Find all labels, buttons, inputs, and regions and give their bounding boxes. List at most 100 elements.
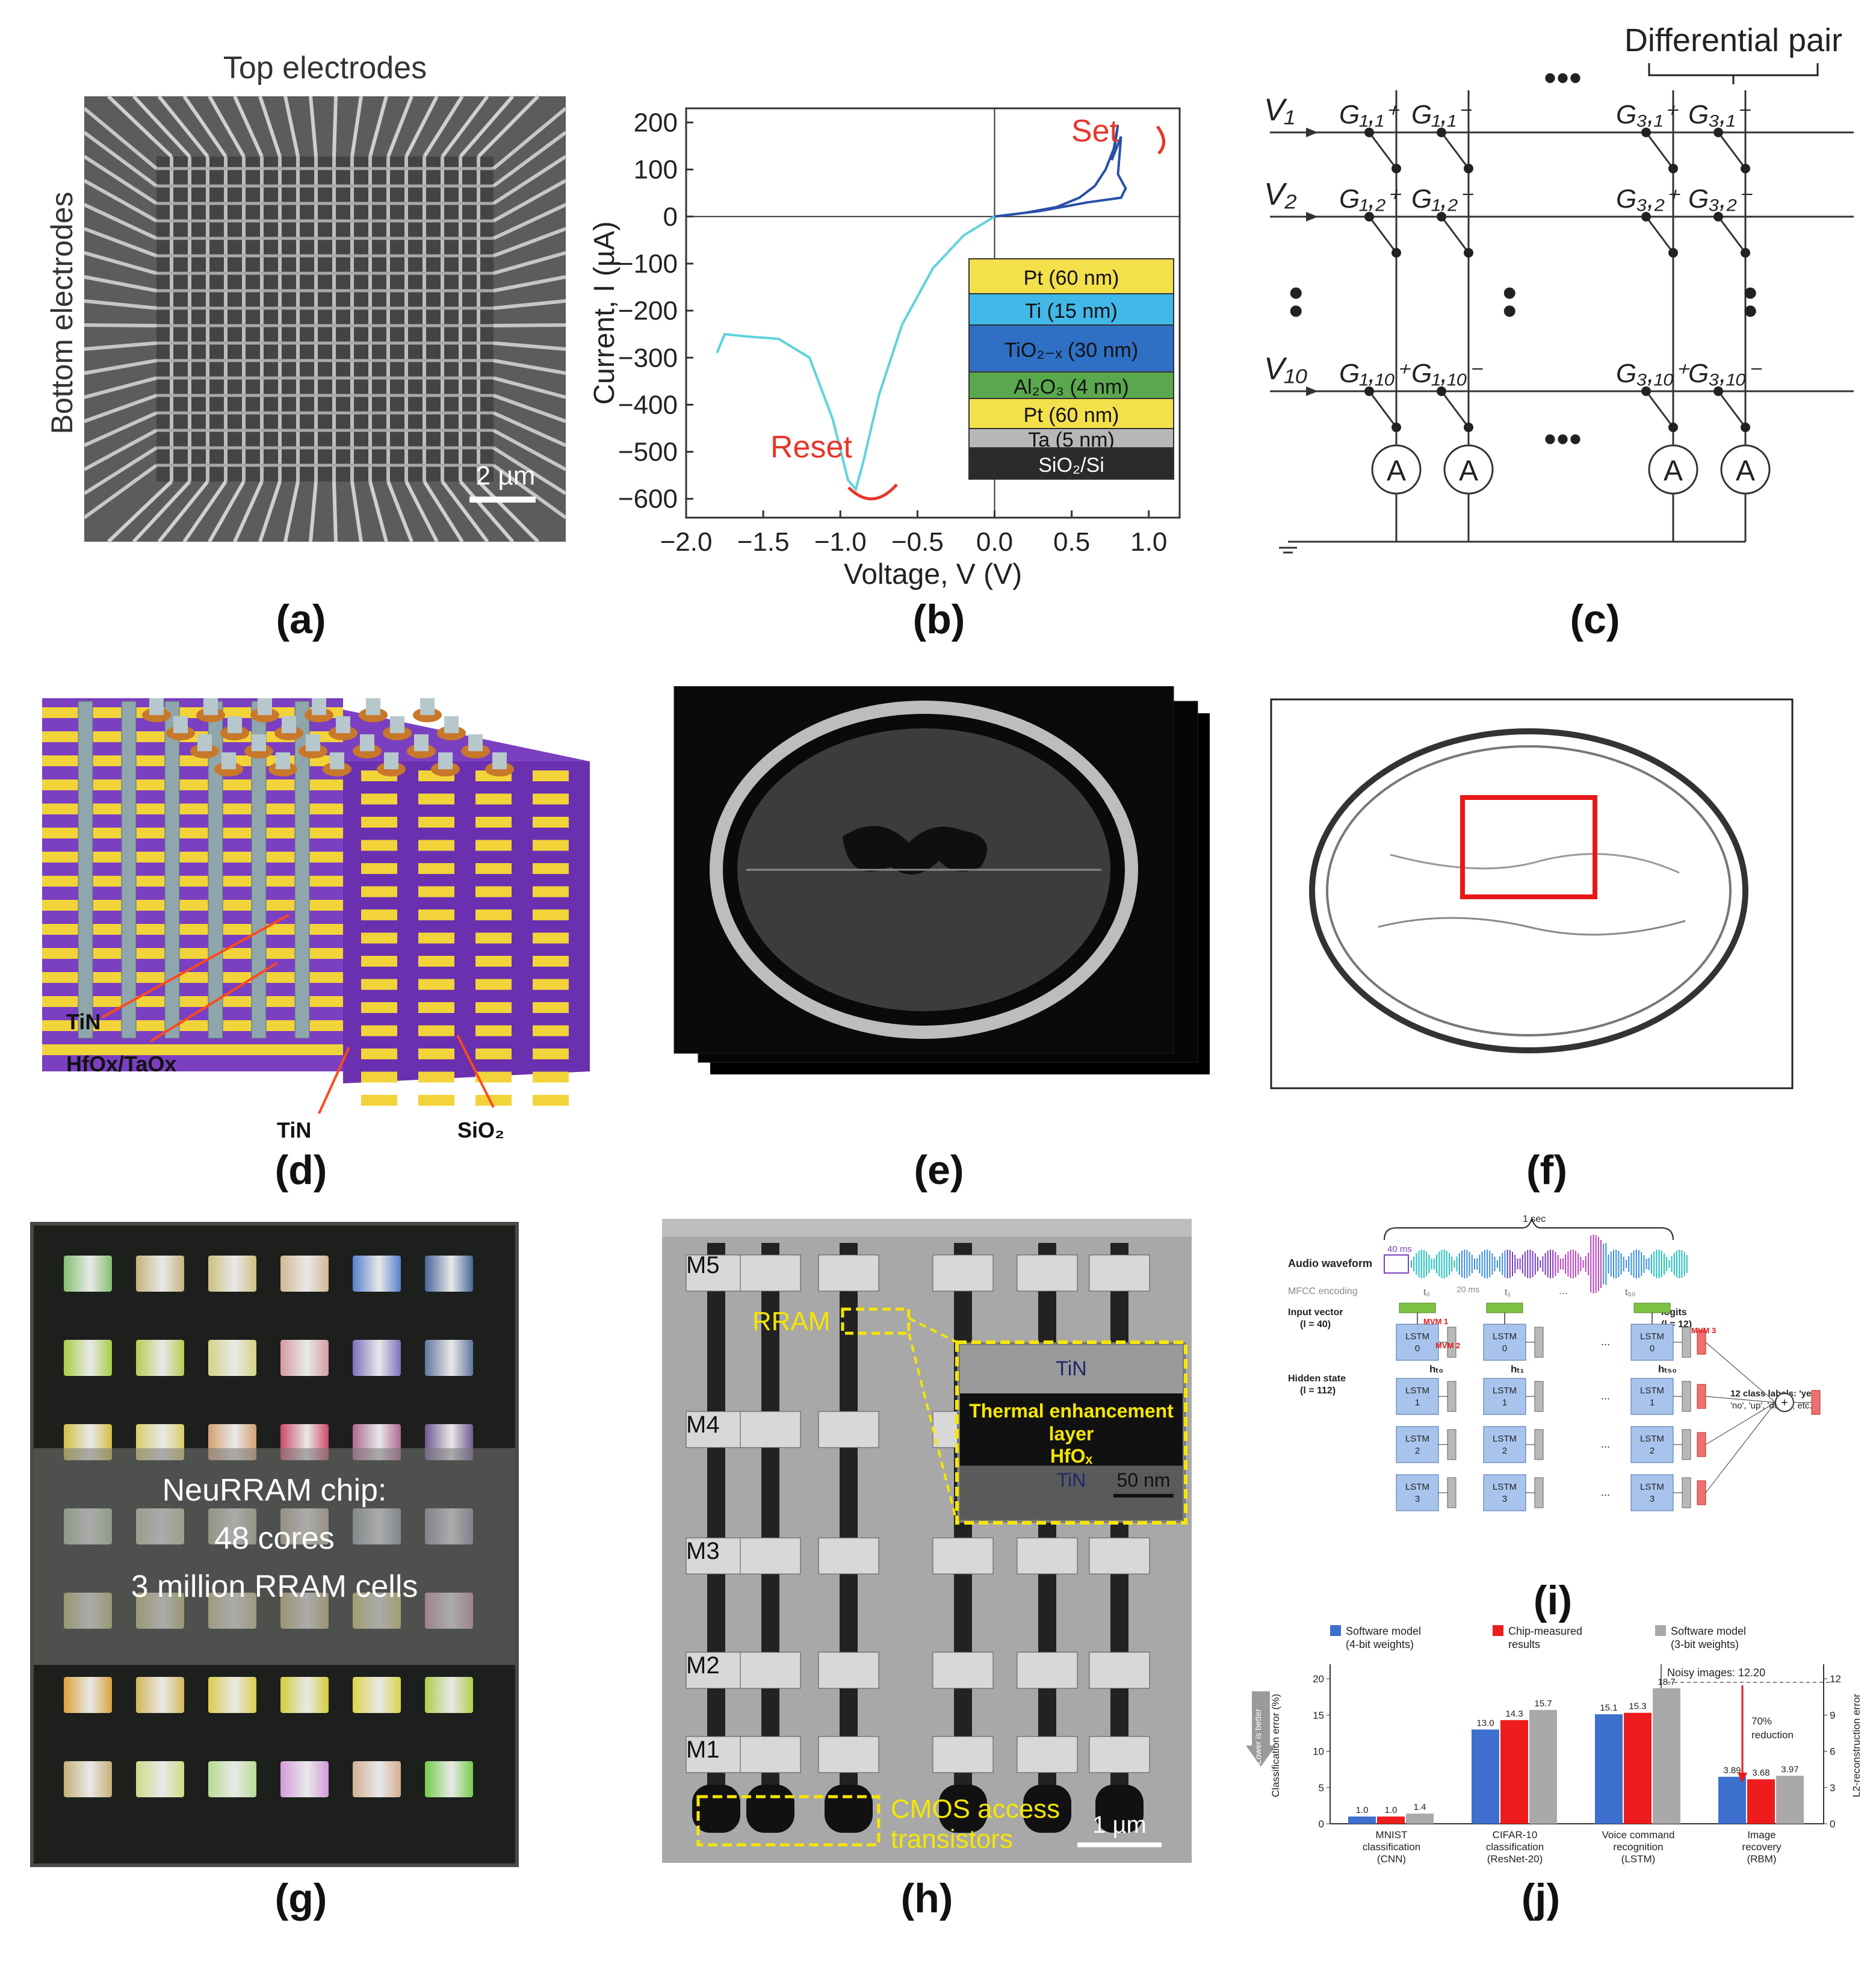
- metal-layer-labels: M5 M4 M3 M2 M1: [686, 1252, 720, 1763]
- bottom-electrode-lead: [492, 394, 567, 423]
- bottom-electrode-lead: [83, 411, 158, 447]
- metal-pad: [1017, 1736, 1078, 1773]
- metal-pad: [1089, 1652, 1150, 1689]
- bar: [1624, 1712, 1652, 1824]
- rram-core: [425, 1677, 473, 1713]
- side-layer: [475, 909, 512, 920]
- side-layer: [475, 1049, 512, 1059]
- mvm-label: MVM 1: [1423, 1317, 1448, 1326]
- top-electrode-lead: [459, 480, 515, 543]
- hidden-state-vector: [1534, 1429, 1544, 1460]
- vertical-dots: •: [1502, 269, 1517, 316]
- lstm-cell-label: LSTM: [1405, 1482, 1429, 1492]
- caption-b: (b): [912, 596, 965, 642]
- top-electrode-lead: [233, 480, 264, 543]
- lstm-layer-index: 0: [1502, 1343, 1507, 1354]
- y-tick-label: −300: [618, 343, 678, 373]
- iv-curve-chart: −2.0 −1.5 −1.0 −0.5 0.0 0.5 1.0 200 100 0 −100 −200…: [589, 107, 1181, 590]
- ms20-label: 20 ms: [1457, 1284, 1479, 1294]
- lower-is-better-label: Lower is better: [1253, 1709, 1263, 1764]
- bar-value-label: 3.68: [1752, 1768, 1769, 1778]
- transistor-contact: [825, 1785, 873, 1833]
- conductance-label: G₃,₁₀⁻: [1688, 359, 1762, 388]
- top-electrode-lead: [208, 480, 246, 543]
- timestep-dots: ...: [1601, 1438, 1610, 1450]
- memristor: [1717, 132, 1747, 169]
- metal-pad: [686, 1537, 747, 1575]
- bottom-electrode-lead: [492, 203, 567, 240]
- bar: [1595, 1714, 1623, 1824]
- y-tick-label: 20: [1313, 1673, 1324, 1685]
- metal-pad: [740, 1254, 801, 1292]
- ammeter-label: A: [1736, 455, 1755, 487]
- metal-pad: [818, 1652, 879, 1689]
- pillar-top: [252, 734, 266, 751]
- top-electrode-lead: [233, 95, 264, 158]
- side-layer: [418, 817, 454, 828]
- row-arrow: [1306, 386, 1318, 396]
- side-layer: [361, 1049, 397, 1059]
- edge-detail-2: [1390, 853, 1680, 874]
- hidden-state-vector: [1682, 1327, 1691, 1358]
- side-layer: [361, 863, 397, 874]
- bottom-electrode-lead: [492, 227, 567, 258]
- ammeter: [1371, 444, 1422, 495]
- row-arrow: [1306, 212, 1318, 222]
- transistor-contact: [1095, 1785, 1144, 1833]
- caption-h: (h): [900, 1876, 953, 1921]
- bottom-electrode-lead: [493, 299, 566, 310]
- metal-pad: [1017, 1254, 1078, 1292]
- hfox-layer: [42, 1020, 343, 1031]
- side-layer: [475, 932, 512, 944]
- callouts: TiN HfOx/TaOx TiN SiO₂: [66, 914, 504, 1142]
- tin-pillar: [164, 701, 180, 1039]
- hidden-state-vector: [1447, 1477, 1457, 1508]
- rram-core: [136, 1761, 184, 1797]
- pillar-top: [149, 698, 164, 715]
- bottom-electrode-lead: [493, 275, 566, 293]
- cmos-label-1: CMOS access: [891, 1794, 1060, 1824]
- 3d-vertical-rram-diagram: TiN HfOx/TaOx TiN SiO₂: [42, 698, 590, 1142]
- junction: [1741, 248, 1750, 258]
- hidden-state-vector: [1447, 1429, 1457, 1460]
- side-layer: [475, 817, 512, 828]
- lstm-cell: [1396, 1474, 1439, 1511]
- top-electrode-lead: [309, 96, 318, 157]
- bottom-electrode-lead: [83, 107, 158, 170]
- hidden-state-vector: [1534, 1477, 1544, 1508]
- metal-pad: [818, 1736, 879, 1773]
- t1-label: t₁: [1505, 1287, 1511, 1298]
- side-layer: [475, 1002, 512, 1013]
- ammeter: [1648, 444, 1698, 495]
- bottom-electrode-lead: [84, 275, 157, 293]
- side-layer: [533, 817, 569, 828]
- mfcc-label: MFCC encoding: [1288, 1286, 1358, 1296]
- top-electrode-lead: [107, 480, 173, 544]
- category-label: classification: [1486, 1841, 1544, 1853]
- metal-pad: [818, 1537, 879, 1575]
- label-tin-1: TiN: [66, 1009, 101, 1034]
- stack-layer: [968, 371, 1174, 399]
- metal-pad: [740, 1411, 801, 1448]
- legend-swatch: [1655, 1625, 1666, 1636]
- category-label: recovery: [1742, 1841, 1782, 1853]
- side-layer: [418, 956, 454, 967]
- legend-label: (4-bit weights): [1346, 1638, 1414, 1650]
- hfox-layer: [42, 876, 343, 887]
- memristor: [1645, 391, 1674, 428]
- series-set: [994, 125, 1127, 218]
- input-vector: [1399, 1303, 1436, 1313]
- junction: [1741, 423, 1750, 432]
- panel-c: Differential pair V₁ G₁,₁⁺ G₁,₁⁻ G₃,₁⁺ G₃,₁⁻…: [1252, 18, 1866, 560]
- metal-pad: [818, 1411, 879, 1448]
- rram-core: [208, 1677, 256, 1713]
- side-layer: [418, 1071, 454, 1083]
- cmos-label-2: transistors: [891, 1824, 1013, 1854]
- hfox-layer: [42, 996, 343, 1007]
- junction: [1668, 423, 1678, 432]
- lstm-layer-index: 3: [1502, 1494, 1507, 1504]
- pillar-top: [330, 752, 344, 769]
- side-layer: [475, 956, 512, 967]
- side-layer: [475, 840, 512, 851]
- rram-core: [64, 1761, 112, 1797]
